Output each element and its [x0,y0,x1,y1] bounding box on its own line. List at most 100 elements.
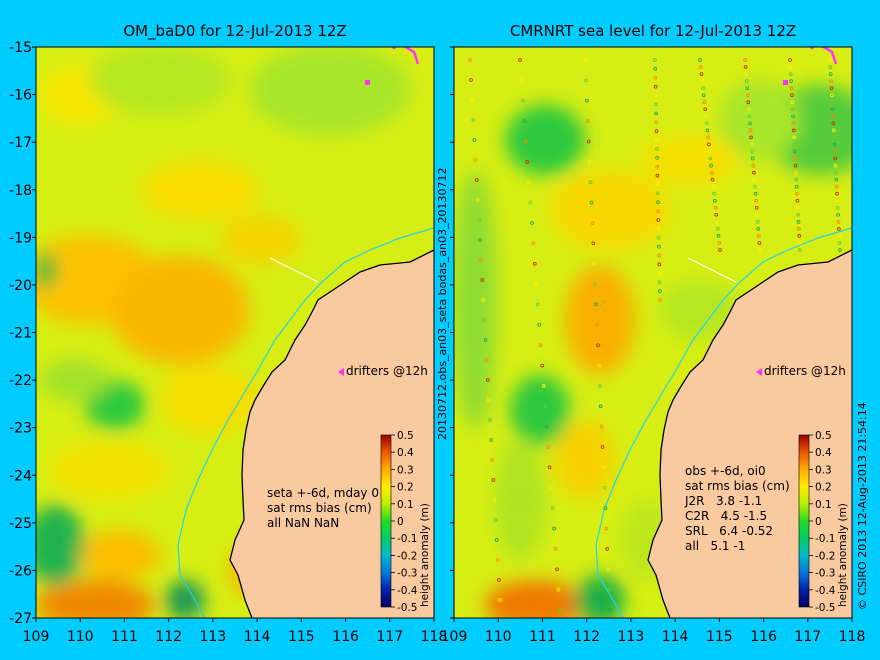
altimeter-obs-marker [484,358,489,362]
altimeter-obs-marker [829,79,833,83]
y-tick-label: -26 [9,563,32,579]
altimeter-obs-marker [549,485,553,490]
altimeter-obs-marker [494,538,499,542]
colorbar-tick-label: 0.5 [397,430,414,442]
altimeter-obs-marker [587,160,592,164]
colorbar-tick-label: -0.3 [815,568,836,580]
x-tick-label: 113 [618,629,645,645]
left-anomaly-field [36,47,434,618]
altimeter-obs-marker [701,93,706,98]
altimeter-obs-marker [832,142,837,147]
altimeter-obs-marker [599,424,604,429]
altimeter-obs-marker [528,200,533,205]
altimeter-obs-marker [756,227,761,231]
altimeter-obs-marker [657,262,662,267]
colorbar-tick-label: -0.5 [815,602,836,614]
left-x-axis: 109 110 111 112 113 114 115 116 117 118 [23,618,447,645]
altimeter-obs-marker [532,261,537,266]
right-drifters-label: drifters @12h [764,364,846,378]
altimeter-obs-marker [538,343,543,348]
colorbar-tick-label: -0.5 [397,602,418,614]
right-stats-line-4: C2R 4.5 -1.5 [685,509,767,523]
altimeter-obs-marker [833,163,838,168]
left-y-axis: -15 -16 -17 -18 -19 -20 -21 -22 -23 -24 -25 -26 -27 [9,40,36,627]
colorbar-tick-label: -0.2 [397,550,418,562]
y-tick-label: -16 [9,88,32,104]
colorbar-tick-label: 0.2 [815,482,832,494]
altimeter-obs-marker [490,458,495,462]
altimeter-obs-marker [795,205,800,210]
right-map-panel: CMRNRT sea level for 12-Jul-2013 12Z dri… [441,22,866,645]
altimeter-obs-marker [482,318,487,322]
colorbar-tick-label: 0.4 [815,447,832,459]
altimeter-obs-marker [471,118,476,122]
altimeter-obs-marker [717,241,722,245]
altimeter-obs-marker [592,261,597,266]
altimeter-obs-marker [748,121,752,126]
altimeter-obs-marker [547,465,552,470]
altimeter-obs-marker [788,65,793,69]
altimeter-obs-marker [702,100,707,105]
altimeter-obs-marker [700,79,705,83]
altimeter-obs-marker [656,235,661,240]
x-tick-label: 116 [750,629,777,645]
altimeter-obs-marker [591,241,596,246]
altimeter-obs-marker [653,93,658,98]
altimeter-obs-marker [473,158,478,162]
altimeter-obs-marker [833,156,838,161]
y-tick-label: -17 [9,135,32,151]
altimeter-obs-marker [483,338,488,342]
x-tick-label: 115 [706,629,733,645]
altimeter-obs-marker [584,78,588,83]
altimeter-obs-marker [590,221,595,225]
altimeter-obs-marker [834,177,839,182]
altimeter-obs-marker [468,58,472,62]
x-tick-label: 117 [794,629,821,645]
altimeter-obs-marker [789,79,793,83]
altimeter-obs-marker [750,156,755,161]
y-tick-label: -23 [9,421,32,437]
altimeter-obs-marker [589,200,594,205]
altimeter-obs-marker [791,114,795,119]
altimeter-obs-marker [655,173,660,178]
altimeter-obs-marker [711,184,716,189]
altimeter-obs-marker [654,102,658,107]
altimeter-obs-marker [657,280,662,285]
altimeter-obs-marker [474,178,479,182]
altimeter-obs-marker [656,218,661,222]
altimeter-obs-marker [489,438,493,442]
altimeter-obs-marker [755,212,760,217]
altimeter-obs-marker [553,547,558,551]
altimeter-obs-marker [798,248,802,252]
altimeter-obs-marker [537,322,542,327]
altimeter-obs-marker [837,241,842,245]
altimeter-obs-marker [698,65,703,69]
altimeter-obs-marker [793,156,798,161]
altimeter-obs-marker [744,79,749,83]
altimeter-obs-marker [715,227,720,231]
altimeter-obs-marker [836,212,840,217]
altimeter-obs-marker [535,302,540,307]
altimeter-obs-marker [594,302,598,307]
altimeter-obs-marker [794,177,799,182]
altimeter-obs-marker [707,149,712,154]
altimeter-obs-marker [530,221,534,225]
altimeter-obs-marker [654,120,659,125]
altimeter-obs-marker [607,587,611,592]
run-id-vertical-label: 20130712.obs_an03_seta bodas_an03_201307… [436,167,449,440]
altimeter-obs-marker [598,404,603,409]
left-map-panel: OM_baD0 for 12-Jul-2013 12Z drifters @12… [9,22,447,645]
colorbar-tick-label: 0.1 [397,499,414,511]
altimeter-obs-marker [753,184,757,189]
right-stats-line-6: all 5.1 -1 [685,539,745,553]
altimeter-obs-marker [558,608,562,612]
altimeter-obs-marker [794,170,798,175]
altimeter-obs-marker [745,86,750,90]
altimeter-obs-marker [600,445,605,449]
y-tick-label: -21 [9,326,32,342]
altimeter-obs-marker [713,205,718,210]
colorbar-tick-label: -0.3 [397,568,418,580]
altimeter-obs-marker [791,121,796,126]
altimeter-obs-marker [601,465,606,470]
y-tick-label: -24 [9,468,32,484]
